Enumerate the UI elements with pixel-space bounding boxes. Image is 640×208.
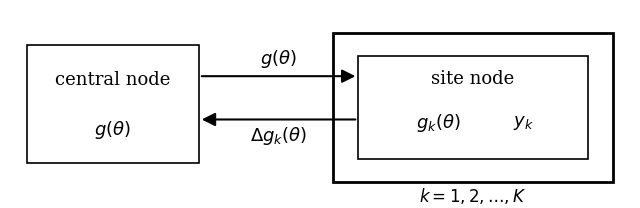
Text: $\Delta g_k(\theta)$: $\Delta g_k(\theta)$ bbox=[250, 125, 307, 147]
Bar bbox=[333, 33, 613, 182]
Text: $g(\theta)$: $g(\theta)$ bbox=[260, 48, 297, 71]
Text: site node: site node bbox=[431, 70, 515, 88]
Text: $g_k(\theta)$: $g_k(\theta)$ bbox=[416, 112, 461, 134]
Text: $k = 1, 2, \ldots, K$: $k = 1, 2, \ldots, K$ bbox=[419, 186, 527, 206]
Text: central node: central node bbox=[55, 71, 171, 89]
Text: $g(\theta)$: $g(\theta)$ bbox=[95, 119, 131, 141]
Bar bbox=[358, 57, 588, 159]
Text: $y_k$: $y_k$ bbox=[513, 114, 534, 132]
Bar bbox=[27, 45, 199, 163]
